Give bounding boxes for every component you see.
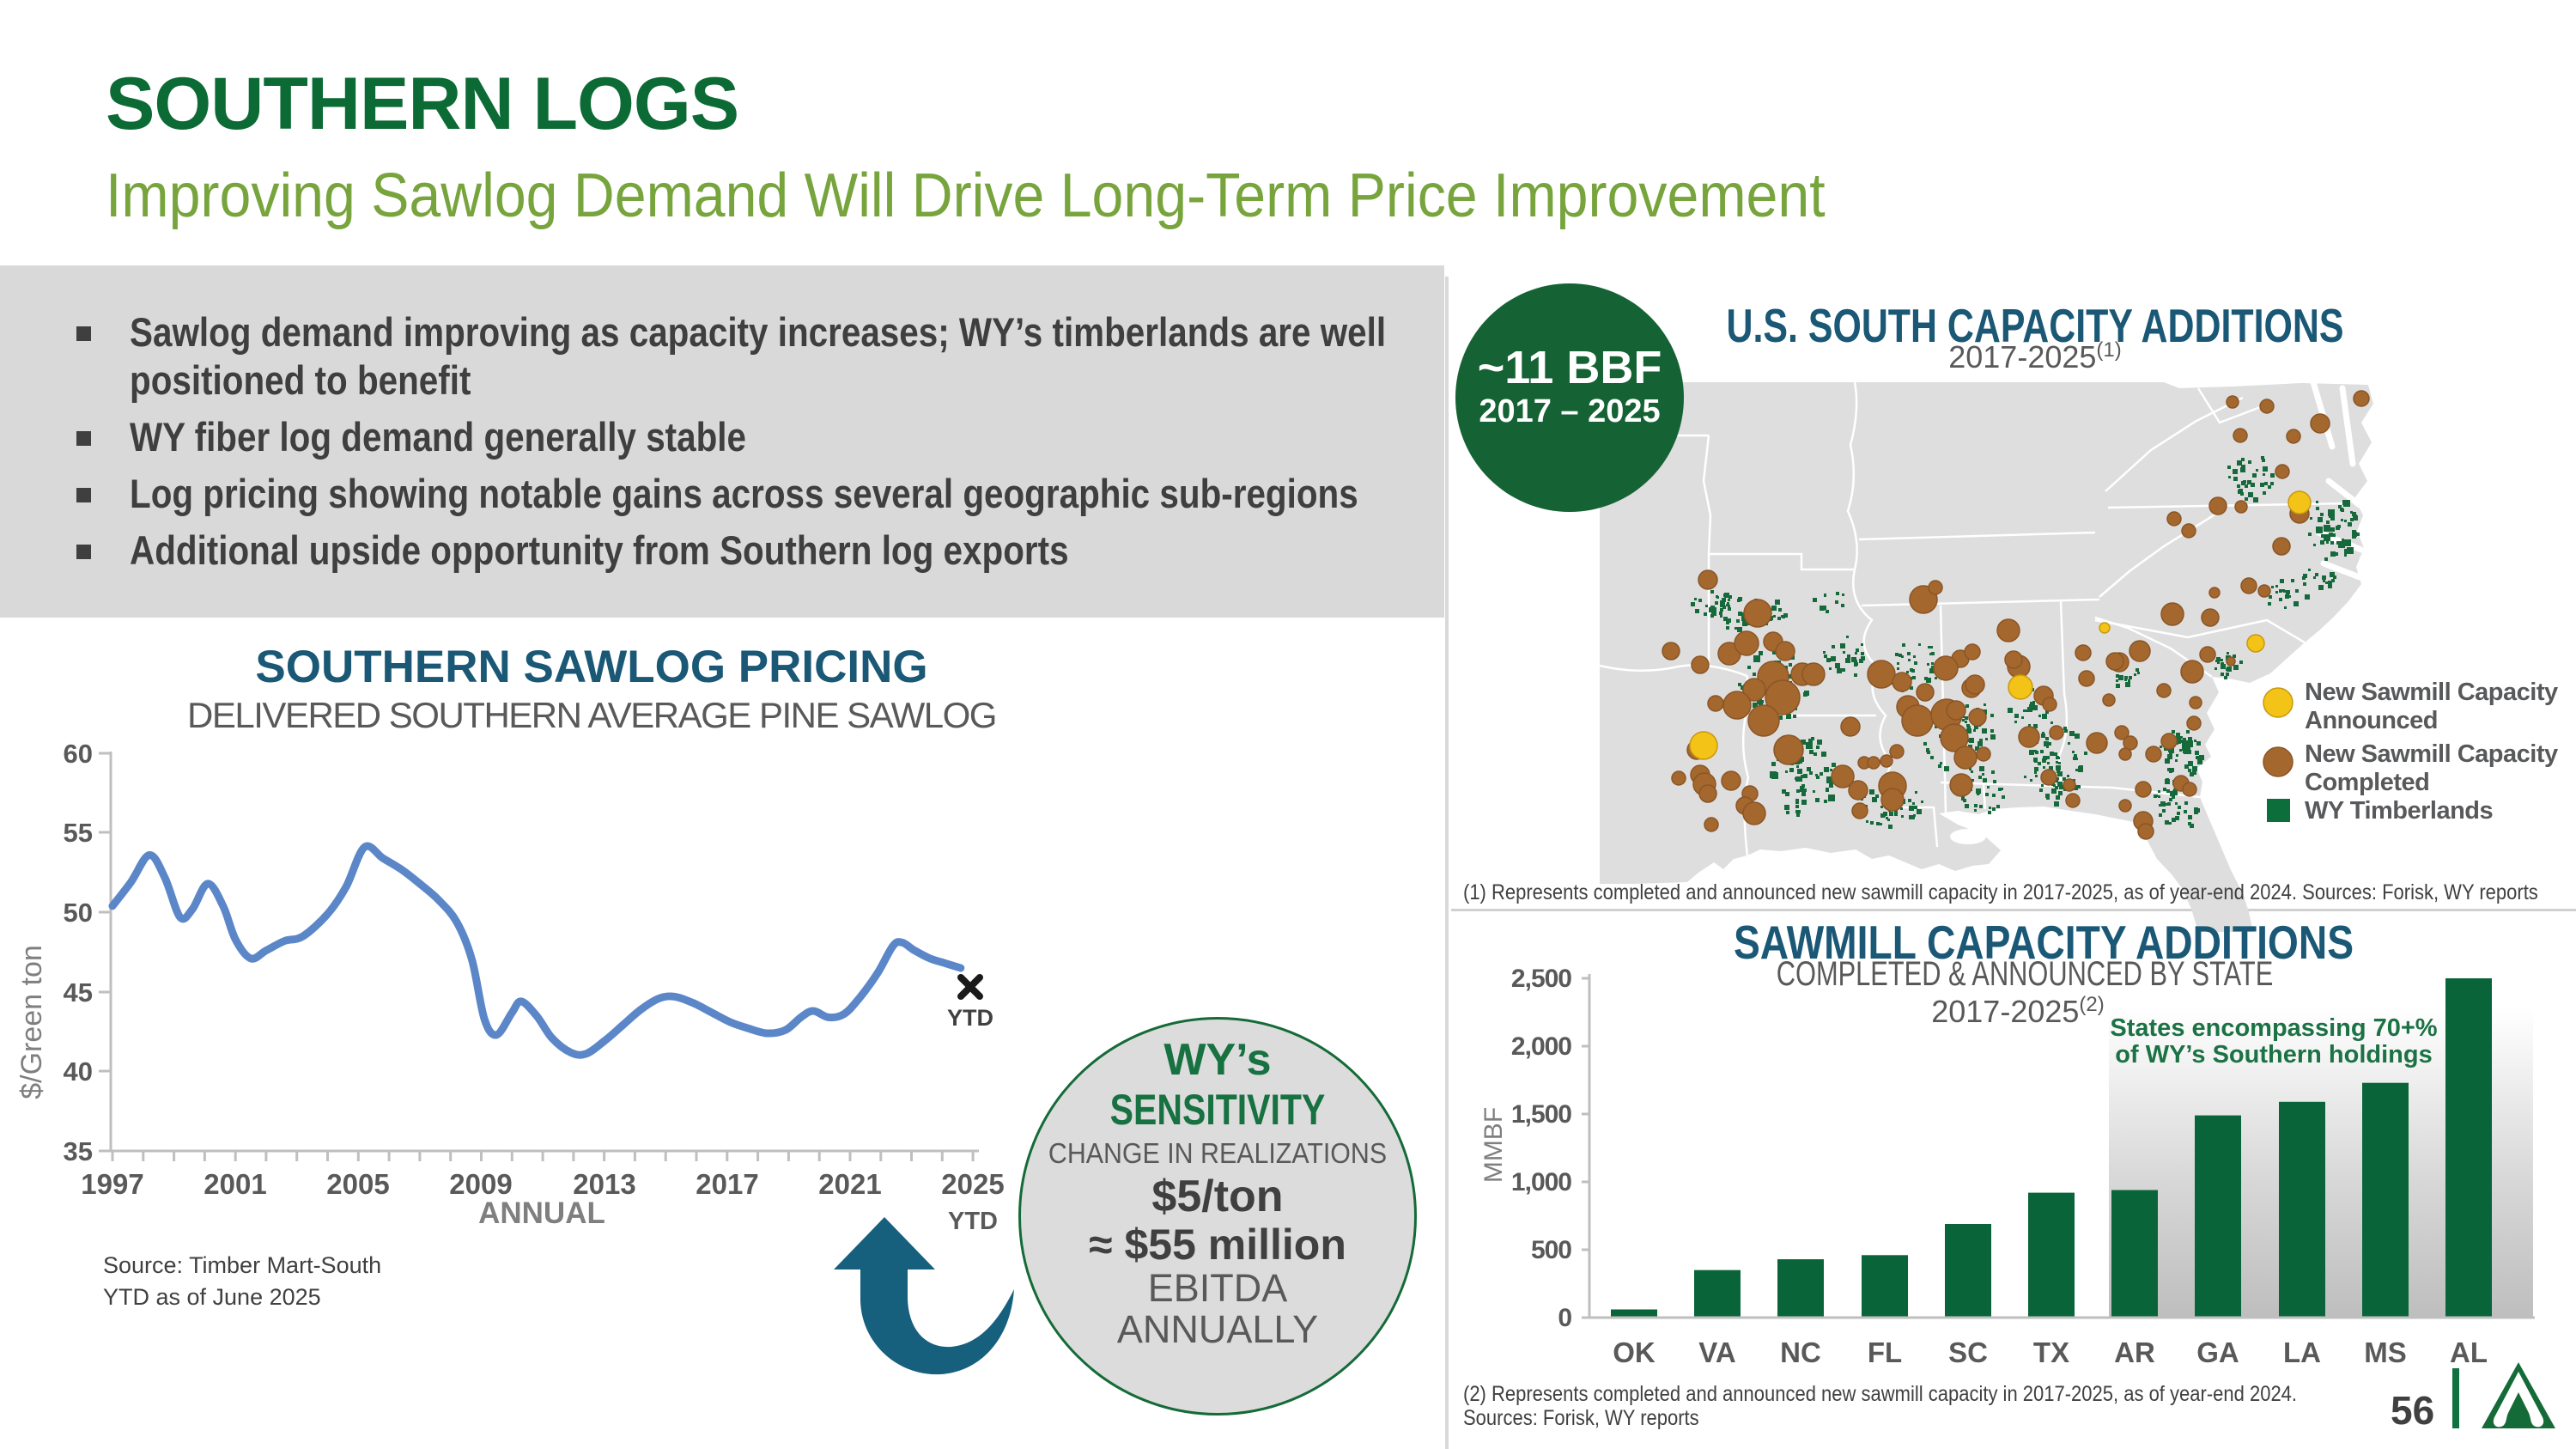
- svg-text:1997: 1997: [81, 1168, 143, 1200]
- svg-text:$/Green ton: $/Green ton: [15, 945, 48, 1099]
- svg-text:2021: 2021: [818, 1168, 881, 1200]
- svg-text:TX: TX: [2033, 1336, 2069, 1368]
- svg-text:NC: NC: [1780, 1336, 1821, 1368]
- svg-text:45: 45: [64, 977, 93, 1008]
- svg-text:2013: 2013: [573, 1168, 635, 1200]
- svg-text:AL: AL: [2450, 1336, 2488, 1368]
- svg-text:FL: FL: [1868, 1336, 1902, 1368]
- svg-text:0: 0: [1558, 1304, 1571, 1332]
- svg-text:YTD: YTD: [947, 1005, 993, 1031]
- svg-text:OK: OK: [1613, 1336, 1656, 1368]
- svg-text:50: 50: [64, 898, 93, 928]
- svg-text:2025: 2025: [941, 1168, 1004, 1200]
- svg-text:GA: GA: [2196, 1336, 2239, 1368]
- svg-text:2009: 2009: [449, 1168, 512, 1200]
- svg-text:40: 40: [64, 1056, 93, 1087]
- svg-text:35: 35: [64, 1136, 93, 1166]
- svg-text:2,000: 2,000: [1511, 1032, 1571, 1061]
- svg-text:500: 500: [1531, 1236, 1571, 1264]
- svg-text:AR: AR: [2114, 1336, 2155, 1368]
- svg-text:YTD: YTD: [948, 1208, 998, 1235]
- svg-text:VA: VA: [1698, 1336, 1735, 1368]
- svg-text:60: 60: [64, 739, 93, 769]
- svg-text:ANNUAL: ANNUAL: [478, 1196, 605, 1230]
- svg-text:2001: 2001: [204, 1168, 266, 1200]
- svg-text:MMBF: MMBF: [1479, 1107, 1508, 1183]
- svg-text:LA: LA: [2283, 1336, 2321, 1368]
- svg-text:55: 55: [64, 818, 93, 848]
- svg-text:1,500: 1,500: [1511, 1100, 1571, 1129]
- svg-text:MS: MS: [2364, 1336, 2407, 1368]
- svg-text:1,000: 1,000: [1511, 1168, 1571, 1196]
- svg-text:2,500: 2,500: [1511, 965, 1571, 993]
- svg-text:2017: 2017: [696, 1168, 758, 1200]
- svg-text:2005: 2005: [326, 1168, 389, 1200]
- svg-text:SC: SC: [1948, 1336, 1988, 1368]
